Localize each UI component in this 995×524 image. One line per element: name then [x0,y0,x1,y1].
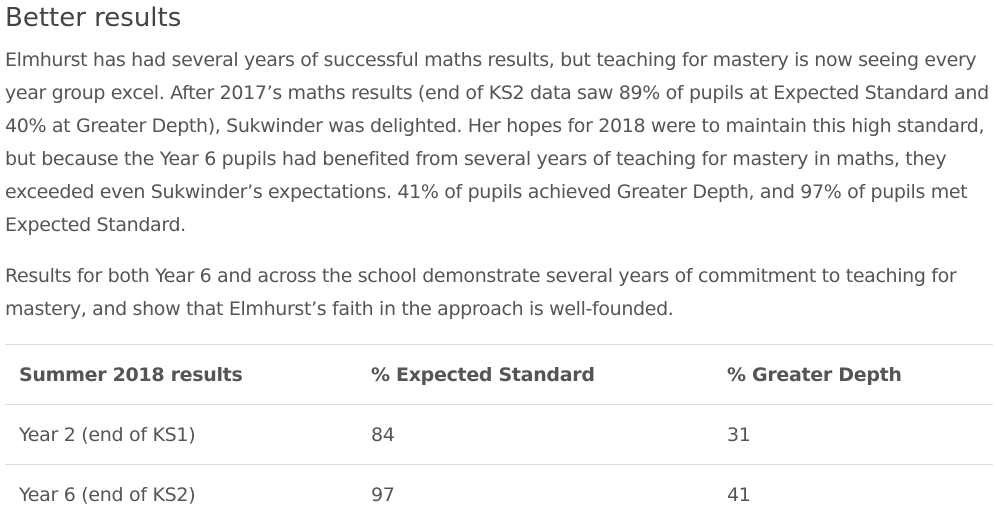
cell: 31 [713,405,993,465]
row: Year 2 (end of KS1) 84 31 [5,405,993,465]
paragraph: Results for both Year 6 and across the s… [5,260,990,326]
heading: Better results [0,0,995,36]
cell: 41 [713,465,993,524]
cell: Year 2 (end of KS1) [5,405,357,465]
header-row: Summer 2018 results % Expected Standard … [5,345,993,405]
header-cell: % Expected Standard [357,345,713,405]
row: Year 6 (end of KS2) 97 41 [5,465,993,524]
results-table: Summer 2018 results % Expected Standard … [5,344,993,524]
paragraph: Elmhurst has had several years of succes… [5,44,990,242]
cell: 97 [357,465,713,524]
header-cell: Summer 2018 results [5,345,357,405]
cell: 84 [357,405,713,465]
cell: Year 6 (end of KS2) [5,465,357,524]
header-cell: % Greater Depth [713,345,993,405]
